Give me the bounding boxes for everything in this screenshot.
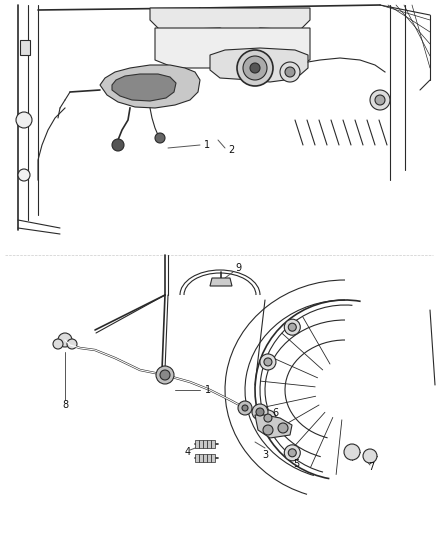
Text: 1: 1 — [205, 385, 211, 395]
Polygon shape — [195, 440, 199, 448]
Circle shape — [237, 50, 273, 86]
Circle shape — [112, 139, 124, 151]
Text: 7: 7 — [368, 462, 374, 472]
Circle shape — [160, 370, 170, 380]
Text: 8: 8 — [62, 400, 68, 410]
Circle shape — [280, 62, 300, 82]
Circle shape — [156, 366, 174, 384]
Circle shape — [284, 319, 300, 335]
Polygon shape — [195, 454, 199, 462]
Polygon shape — [207, 440, 211, 448]
Circle shape — [242, 405, 248, 411]
Circle shape — [53, 339, 63, 349]
Text: 3: 3 — [262, 450, 268, 460]
Polygon shape — [211, 440, 215, 448]
Circle shape — [284, 445, 300, 461]
Circle shape — [256, 408, 264, 416]
Text: 9: 9 — [235, 263, 241, 273]
Circle shape — [243, 56, 267, 80]
Polygon shape — [112, 74, 176, 101]
Circle shape — [67, 339, 77, 349]
Polygon shape — [155, 28, 310, 68]
Text: 6: 6 — [272, 408, 278, 418]
Circle shape — [363, 449, 377, 463]
Text: 2: 2 — [228, 145, 234, 155]
Circle shape — [260, 410, 276, 426]
Circle shape — [370, 90, 390, 110]
Circle shape — [238, 401, 252, 415]
Circle shape — [344, 444, 360, 460]
Circle shape — [263, 425, 273, 435]
Polygon shape — [203, 440, 207, 448]
Circle shape — [16, 112, 32, 128]
Text: 1: 1 — [204, 140, 210, 150]
Text: 4: 4 — [185, 447, 191, 457]
Polygon shape — [255, 415, 292, 438]
Circle shape — [264, 358, 272, 366]
Circle shape — [278, 423, 288, 433]
Circle shape — [58, 333, 72, 347]
Circle shape — [288, 323, 296, 331]
Polygon shape — [199, 440, 203, 448]
Polygon shape — [20, 40, 30, 55]
Polygon shape — [210, 48, 308, 82]
Circle shape — [375, 95, 385, 105]
Circle shape — [288, 449, 296, 457]
Circle shape — [285, 67, 295, 77]
Polygon shape — [210, 278, 232, 286]
Circle shape — [264, 414, 272, 422]
Polygon shape — [150, 8, 310, 35]
Circle shape — [252, 404, 268, 420]
Circle shape — [260, 354, 276, 370]
Polygon shape — [203, 454, 207, 462]
Circle shape — [18, 169, 30, 181]
Polygon shape — [207, 454, 211, 462]
Circle shape — [155, 133, 165, 143]
Polygon shape — [211, 454, 215, 462]
Polygon shape — [199, 454, 203, 462]
Text: 5: 5 — [293, 459, 299, 469]
Circle shape — [250, 63, 260, 73]
Polygon shape — [100, 65, 200, 108]
